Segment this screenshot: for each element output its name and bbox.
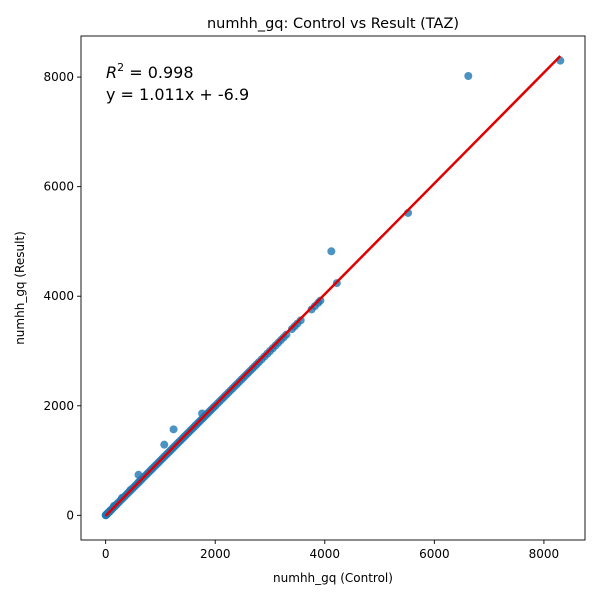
- regression-line: [104, 55, 562, 517]
- y-tick-label: 6000: [43, 180, 74, 194]
- data-point: [160, 440, 169, 449]
- r-squared-superscript: 2: [117, 61, 124, 74]
- y-axis-label: numhh_gq (Result): [13, 231, 27, 345]
- y-tick-label: 2000: [43, 399, 74, 413]
- r-squared-annotation: R2 = 0.998: [106, 61, 194, 82]
- r-squared-value: = 0.998: [124, 63, 193, 82]
- x-tick-label: 0: [102, 547, 110, 561]
- x-tick-label: 2000: [200, 547, 231, 561]
- data-point: [134, 470, 143, 479]
- data-point: [464, 71, 473, 80]
- data-point: [169, 425, 178, 434]
- x-axis-label: numhh_gq (Control): [273, 571, 393, 585]
- chart-title: numhh_gq: Control vs Result (TAZ): [207, 16, 459, 32]
- y-axis: 0 2000 4000 6000 8000: [43, 70, 81, 522]
- x-tick-label: 6000: [419, 547, 450, 561]
- y-tick-label: 8000: [43, 70, 74, 84]
- y-tick-label: 0: [66, 508, 74, 522]
- data-point: [327, 247, 336, 256]
- plot-frame: [80, 35, 586, 541]
- y-tick-label: 4000: [43, 289, 74, 303]
- r-squared-symbol: R: [106, 63, 117, 82]
- regression-equation: y = 1.011x + -6.9: [106, 85, 249, 104]
- x-tick-label: 4000: [310, 547, 341, 561]
- data-point: [316, 296, 325, 305]
- x-axis: 0 2000 4000 6000 8000: [102, 540, 559, 561]
- x-tick-label: 8000: [529, 547, 560, 561]
